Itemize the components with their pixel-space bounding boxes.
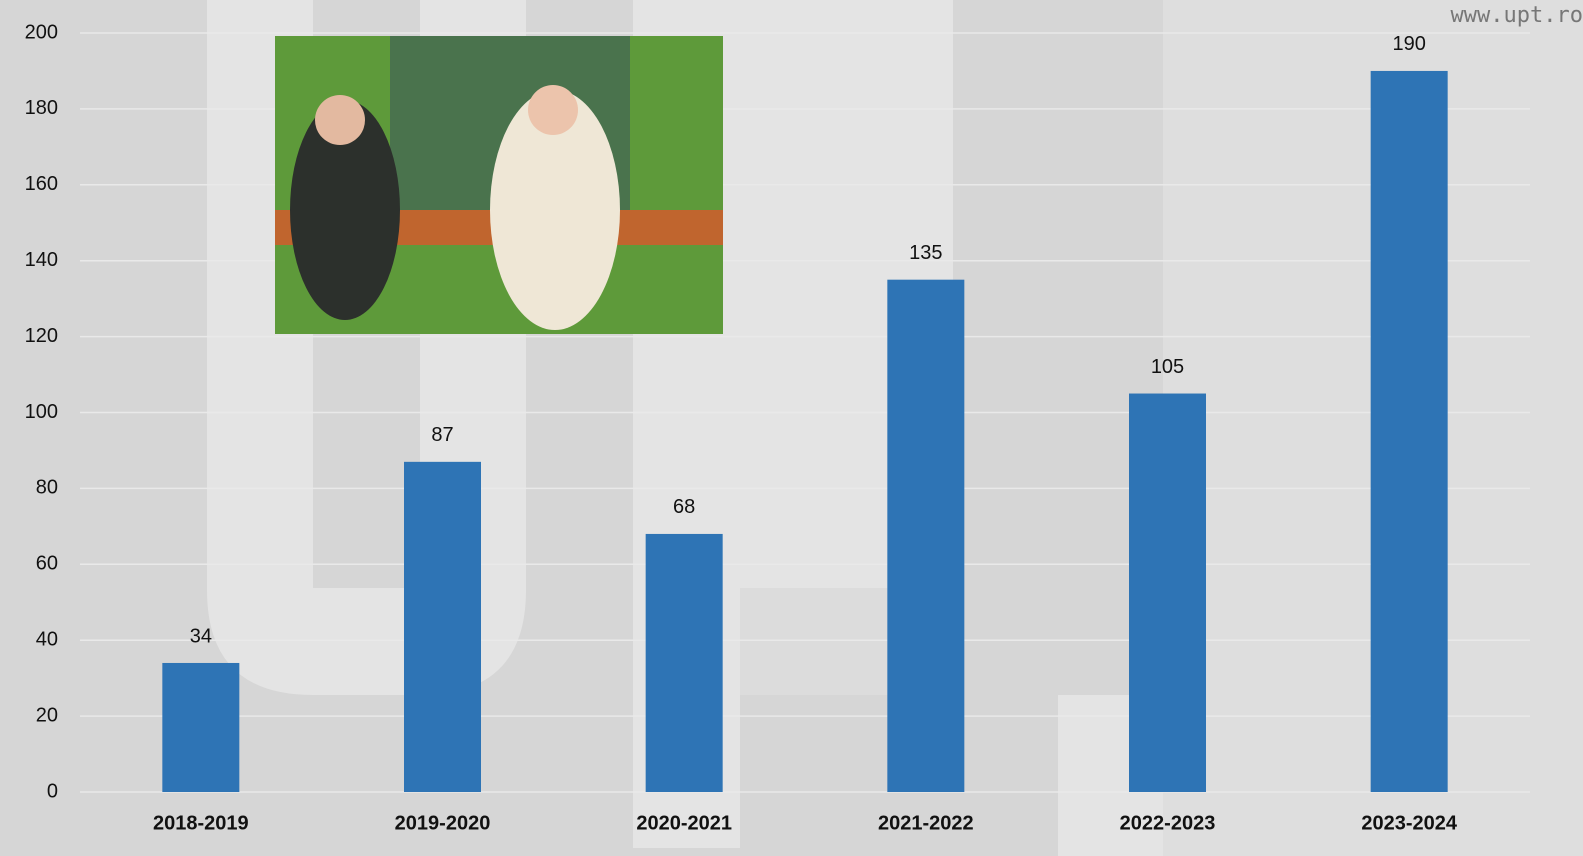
bar (645, 533, 723, 792)
y-tick-label: 120 (25, 325, 58, 347)
bar (404, 461, 481, 792)
value-label: 135 (909, 242, 942, 264)
y-tick-label: 0 (47, 780, 58, 802)
y-tick-label: 160 (25, 173, 58, 195)
y-tick-label: 100 (25, 401, 58, 423)
photo (275, 36, 723, 334)
y-tick-label: 140 (25, 249, 58, 271)
plot: 0 20 40 60 80 100 120 140 160 180 200 2018-2019 34 20… (25, 21, 1530, 834)
x-tick-label: 2020-2021 (636, 812, 732, 834)
value-label: 87 (431, 424, 453, 446)
y-tick-label: 180 (25, 97, 58, 119)
x-tick-label: 2018-2019 (153, 812, 249, 834)
y-tick-label: 40 (36, 628, 58, 650)
bar (887, 279, 965, 792)
bar (1129, 393, 1206, 792)
bar (162, 662, 240, 792)
watermark: www.upt.ro (1451, 3, 1583, 28)
x-tick-label: 2023-2024 (1361, 812, 1458, 834)
x-tick-label: 2021-2022 (878, 812, 974, 834)
value-label: 68 (673, 496, 695, 518)
y-tick-label: 80 (36, 477, 58, 499)
y-tick-label: 200 (25, 21, 58, 43)
value-label: 34 (190, 625, 212, 647)
y-tick-label: 20 (36, 704, 58, 726)
value-label: 190 (1392, 33, 1425, 55)
y-tick-label: 60 (36, 553, 58, 575)
bar (1370, 70, 1448, 792)
x-tick-label: 2022-2023 (1120, 812, 1216, 834)
value-label: 105 (1151, 356, 1184, 378)
x-tick-label: 2019-2020 (395, 812, 491, 834)
